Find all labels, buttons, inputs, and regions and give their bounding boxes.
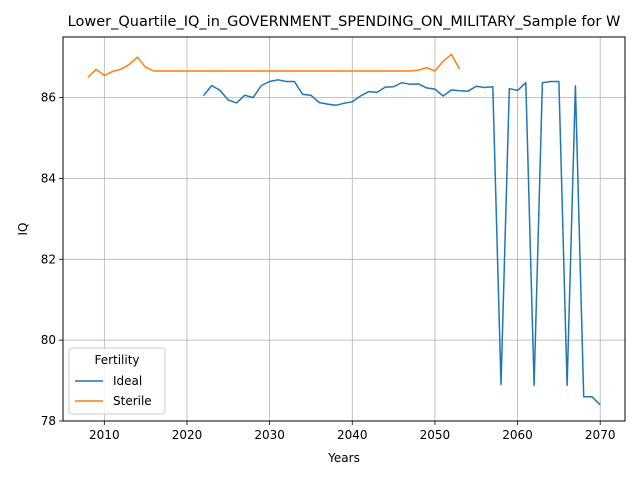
y-axis-label: IQ bbox=[16, 223, 30, 236]
x-tick-label: 2010 bbox=[89, 428, 120, 442]
x-axis-ticks: 2010 2020 2030 2040 2050 2060 2070 bbox=[89, 421, 615, 442]
y-axis-ticks: 78 80 82 84 86 bbox=[41, 91, 63, 428]
legend-label-ideal: Ideal bbox=[113, 374, 142, 388]
y-tick-label: 86 bbox=[41, 91, 56, 105]
x-tick-label: 2060 bbox=[502, 428, 533, 442]
legend-box bbox=[68, 347, 166, 415]
y-tick-label: 78 bbox=[41, 414, 56, 428]
legend-title: Fertility bbox=[94, 353, 139, 367]
series-lines bbox=[87, 53, 601, 406]
plot-frame bbox=[62, 36, 626, 422]
x-axis-label: Years bbox=[327, 451, 360, 465]
y-tick-label: 82 bbox=[41, 252, 56, 266]
series-line-sterile bbox=[87, 53, 461, 78]
y-tick-label: 80 bbox=[41, 333, 56, 347]
x-tick-label: 2040 bbox=[337, 428, 368, 442]
x-tick-label: 2070 bbox=[585, 428, 616, 442]
x-tick-label: 2030 bbox=[254, 428, 285, 442]
series-line-ideal bbox=[202, 79, 601, 406]
y-tick-label: 84 bbox=[41, 171, 56, 185]
legend-label-sterile: Sterile bbox=[113, 394, 152, 408]
chart-title: Lower_Quartile_IQ_in_GOVERNMENT_SPENDING… bbox=[68, 14, 621, 30]
x-tick-label: 2050 bbox=[420, 428, 451, 442]
x-tick-label: 2020 bbox=[172, 428, 203, 442]
legend: Fertility Ideal Sterile bbox=[68, 347, 166, 415]
